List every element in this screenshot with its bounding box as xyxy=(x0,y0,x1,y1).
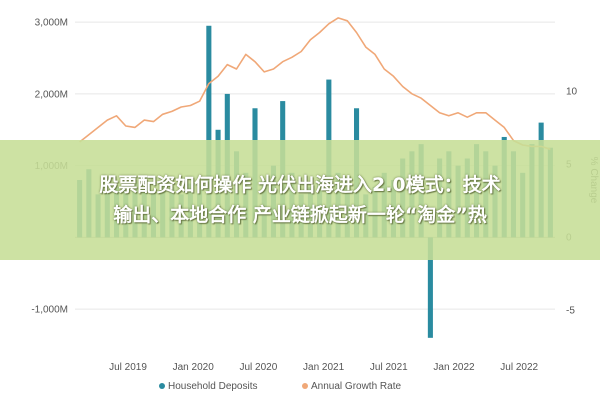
headline-line-1: 股票配资如何操作 光伏出海进入2.0模式：技术 xyxy=(99,174,501,196)
headline-banner: 股票配资如何操作 光伏出海进入2.0模式：技术 输出、本地合作 产业链掀起新一轮… xyxy=(0,140,600,260)
x-tick-label: Jul 2019 xyxy=(109,362,147,373)
y-tick-label: 2,000M xyxy=(35,89,68,100)
y-tick-label: -1,000M xyxy=(31,305,68,316)
legend-label-annual-growth-rate: Annual Growth Rate xyxy=(311,381,401,392)
annual-growth-rate-line xyxy=(79,17,551,151)
x-tick-label: Jan 2021 xyxy=(303,362,345,373)
y2-tick-label: 10 xyxy=(566,86,578,97)
x-tick-label: Jul 2021 xyxy=(370,362,408,373)
household-deposits-bar xyxy=(206,25,212,238)
household-deposits-bar xyxy=(427,237,433,338)
x-tick-label: Jul 2020 xyxy=(239,362,277,373)
legend-marker-household-deposits xyxy=(159,383,165,389)
headline-line-2: 输出、本地合作 产业链掀起新一轮“淘金”热 xyxy=(113,204,487,226)
x-tick-label: Jan 2020 xyxy=(173,362,215,373)
y-tick-label: 3,000M xyxy=(35,18,68,29)
annual-growth-rate-series-line xyxy=(79,17,551,151)
x-tick-label: Jan 2022 xyxy=(433,362,475,373)
legend-marker-annual-growth-rate xyxy=(302,383,308,389)
legend: Household Deposits Annual Growth Rate xyxy=(159,381,401,392)
legend-label-household-deposits: Household Deposits xyxy=(168,381,258,392)
x-tick-label: Jul 2022 xyxy=(500,362,538,373)
y2-tick-label: -5 xyxy=(566,305,575,316)
